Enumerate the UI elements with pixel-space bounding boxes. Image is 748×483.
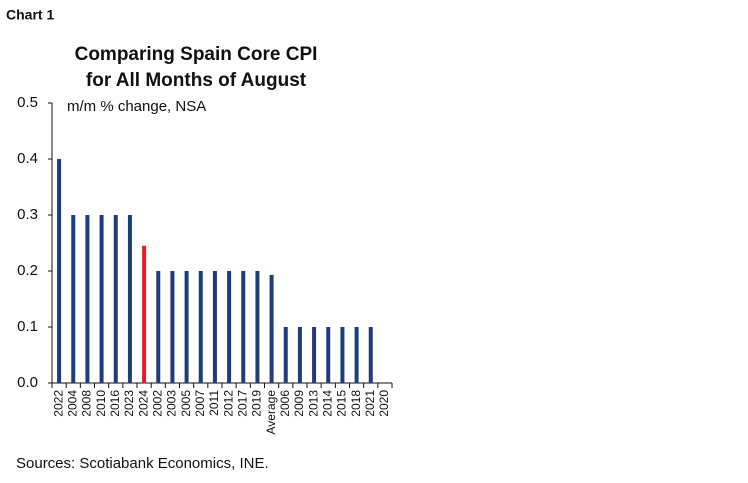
bar [340, 327, 345, 383]
bar [283, 327, 288, 383]
bar [354, 327, 359, 383]
bar [170, 271, 175, 383]
bar [71, 215, 76, 383]
x-tick-label: 2021 [363, 390, 377, 417]
x-tick-label: 2013 [306, 390, 320, 417]
y-tick-label: 0.3 [17, 206, 38, 223]
bar [113, 215, 118, 383]
x-tick-label: 2006 [278, 390, 292, 417]
bar [142, 245, 147, 383]
bar [184, 271, 189, 383]
x-tick-label: 2018 [349, 390, 363, 417]
bar [127, 215, 132, 383]
bar [57, 159, 62, 383]
x-tick-label: 2011 [207, 390, 221, 416]
bar [227, 271, 232, 383]
bar [156, 271, 161, 383]
y-tick-label: 0.0 [17, 374, 38, 391]
x-tick-label: Average [264, 390, 278, 435]
x-tick-label: 2002 [150, 390, 164, 417]
y-tick-label: 0.4 [17, 150, 38, 167]
x-tick-label: 2007 [193, 390, 207, 417]
chart-subtitle: m/m % change, NSA [67, 98, 206, 115]
x-tick-label: 2008 [80, 390, 94, 417]
x-tick-label: 2009 [292, 390, 306, 417]
x-tick-label: 2017 [235, 390, 249, 417]
bar [269, 274, 274, 383]
x-tick-label: 2012 [221, 390, 235, 417]
chart-title: Comparing Spain Core CPI [75, 44, 318, 65]
bar [297, 327, 302, 383]
chart-label: Chart 1 [6, 7, 54, 23]
bar [368, 327, 373, 383]
x-tick-label: 2010 [94, 390, 108, 417]
bar [255, 271, 260, 383]
x-tick-label: 2019 [250, 390, 264, 417]
bar [326, 327, 331, 383]
x-tick-label: 2020 [377, 390, 391, 417]
bar [99, 215, 104, 383]
x-tick-label: 2023 [122, 390, 136, 417]
bar [212, 271, 217, 383]
x-tick-label: 2024 [136, 390, 150, 417]
bar [85, 215, 90, 383]
bar [312, 327, 317, 383]
x-tick-label: 2022 [51, 390, 65, 417]
source-note: Sources: Scotiabank Economics, INE. [16, 455, 269, 472]
x-tick-label: 2015 [335, 390, 349, 417]
chart-title: for All Months of August [86, 70, 307, 91]
x-tick-label: 2004 [65, 390, 79, 417]
y-tick-label: 0.5 [17, 94, 38, 111]
x-tick-label: 2003 [165, 390, 179, 417]
x-tick-label: 2005 [179, 390, 193, 417]
x-tick-label: 2014 [320, 390, 334, 417]
y-tick-label: 0.2 [17, 262, 38, 279]
x-tick-label: 2016 [108, 390, 122, 417]
bar [198, 271, 203, 383]
y-tick-label: 0.1 [17, 318, 38, 335]
bar [241, 271, 246, 383]
